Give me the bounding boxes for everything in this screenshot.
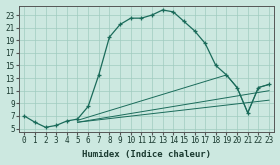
X-axis label: Humidex (Indice chaleur): Humidex (Indice chaleur) — [82, 150, 211, 159]
